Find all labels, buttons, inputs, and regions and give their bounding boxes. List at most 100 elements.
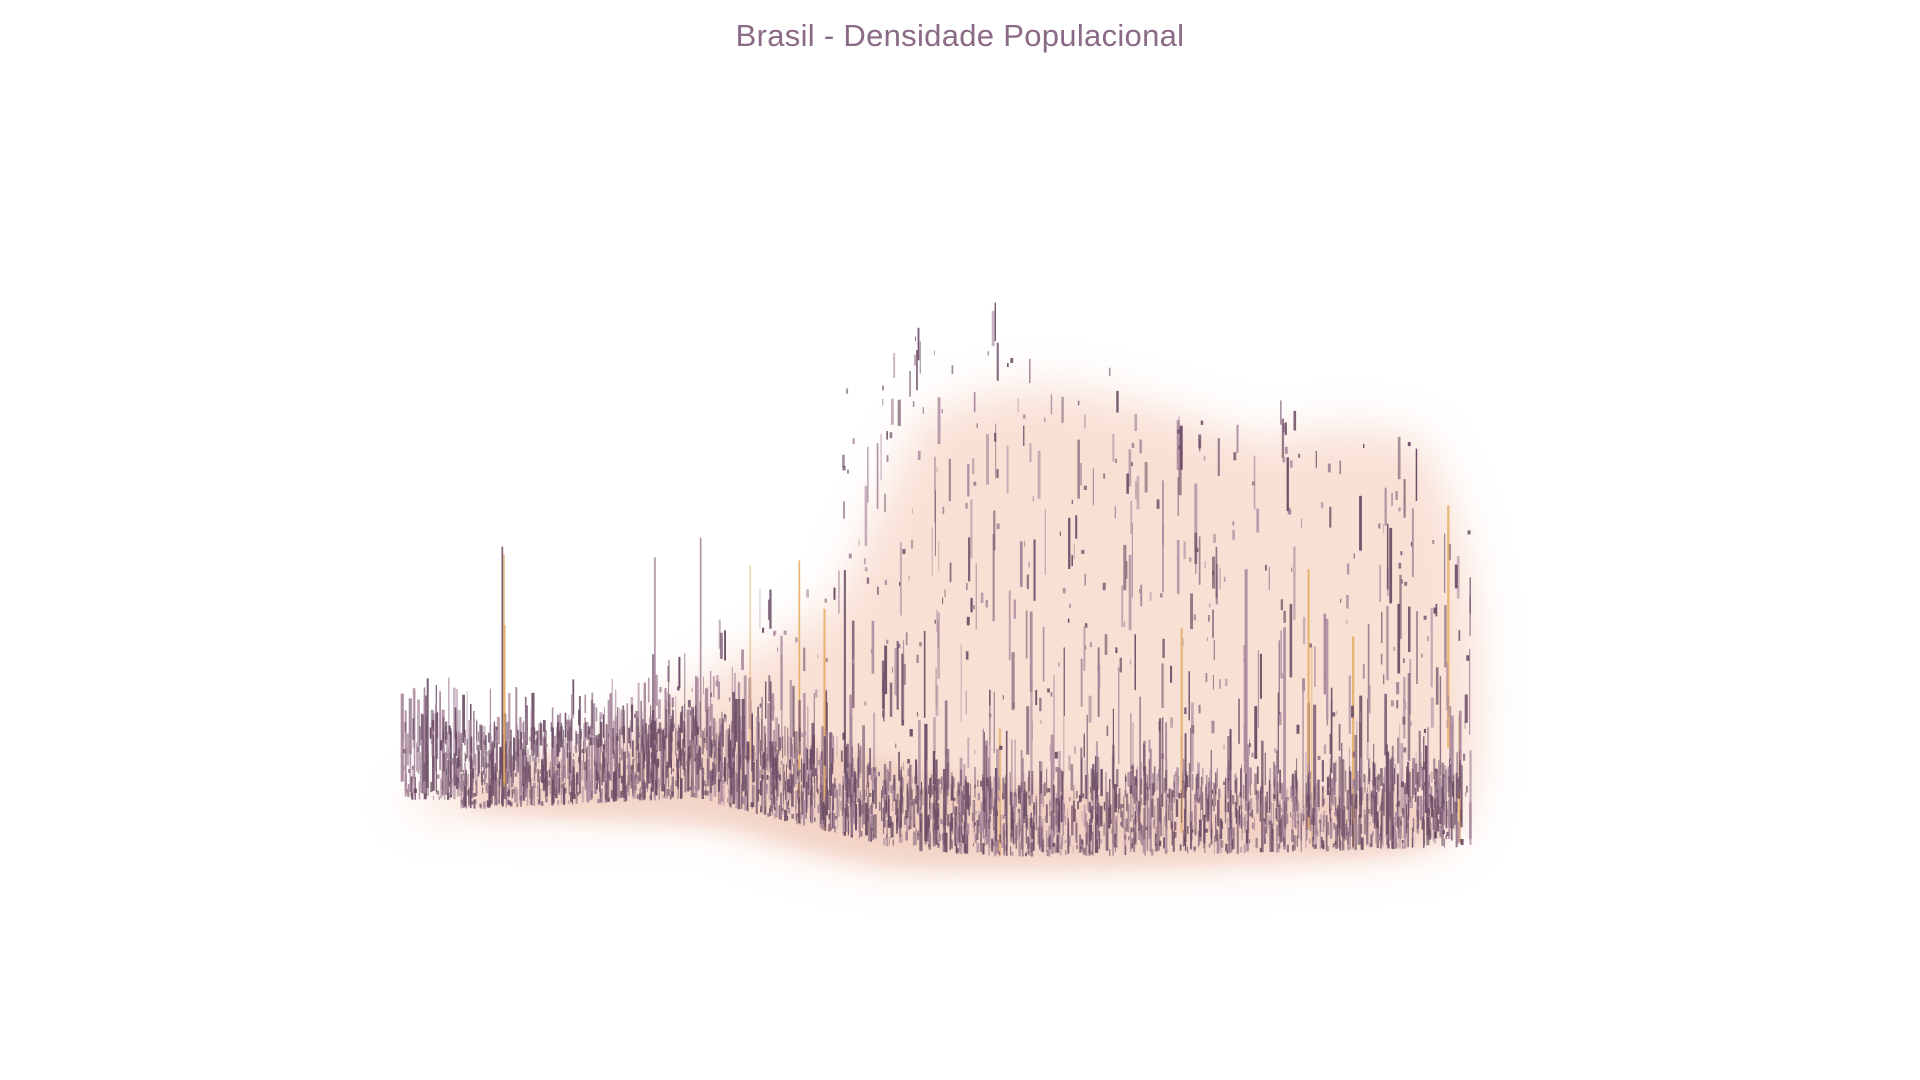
density-spike	[888, 771, 890, 792]
density-spike	[625, 785, 628, 801]
density-spike	[615, 749, 617, 770]
density-spike	[1174, 832, 1177, 838]
density-spike	[950, 814, 952, 844]
density-spike	[1370, 834, 1373, 847]
density-spike	[797, 790, 798, 800]
density-spike	[485, 762, 487, 778]
density-spike	[653, 785, 656, 798]
density-spike	[778, 723, 780, 755]
density-spike	[1392, 757, 1395, 782]
density-spike	[628, 782, 630, 796]
density-spike	[933, 717, 936, 753]
density-spike	[1015, 825, 1018, 849]
density-spike	[1443, 799, 1445, 804]
density-spike	[746, 754, 750, 777]
density-spike	[592, 737, 595, 746]
density-spike	[1376, 811, 1379, 829]
density-spike	[545, 798, 548, 803]
density-spike	[1291, 815, 1293, 831]
density-spike	[1079, 794, 1082, 803]
density-spike	[1322, 798, 1325, 805]
density-spike	[654, 720, 657, 740]
density-spike	[621, 748, 623, 761]
density-spike	[643, 791, 645, 799]
density-spike	[516, 802, 519, 808]
density-spike	[1332, 843, 1335, 848]
density-spike	[613, 735, 615, 767]
density-spike	[882, 399, 884, 406]
density-spike	[631, 740, 634, 757]
density-spike	[1372, 762, 1375, 787]
density-spike	[712, 676, 715, 698]
density-spike	[650, 705, 652, 738]
density-spike	[442, 731, 444, 749]
density-spike	[807, 775, 809, 789]
density-spike	[523, 721, 525, 752]
density-spike	[1212, 675, 1214, 690]
density-spike	[924, 808, 927, 816]
density-spike	[475, 780, 477, 796]
density-spike	[710, 703, 713, 736]
density-spike	[965, 829, 967, 844]
density-spike	[830, 733, 834, 763]
density-spike	[997, 777, 1000, 791]
density-spike	[983, 797, 986, 806]
density-spike	[1236, 777, 1238, 806]
density-spike	[1225, 843, 1228, 852]
density-spike	[1026, 706, 1030, 755]
density-spike	[1407, 799, 1409, 821]
density-spike	[1382, 783, 1385, 816]
density-spike	[967, 823, 970, 835]
density-spike	[1112, 744, 1115, 844]
density-spike	[1262, 802, 1265, 812]
density-spike	[1280, 788, 1284, 800]
density-spike	[1264, 826, 1266, 843]
density-spike	[1044, 508, 1046, 575]
density-spike	[1123, 544, 1127, 591]
density-spike	[766, 754, 768, 771]
density-spike	[908, 575, 910, 581]
density-spike	[529, 778, 532, 805]
density-spike	[1396, 774, 1399, 828]
density-spike	[1456, 822, 1460, 844]
density-spike	[470, 800, 474, 805]
density-spike	[1147, 807, 1150, 839]
density-spike	[1109, 849, 1111, 856]
density-spike	[769, 719, 771, 751]
density-spike	[1126, 473, 1129, 494]
density-spike	[1383, 524, 1385, 534]
density-spike	[1460, 839, 1464, 845]
density-spike	[1012, 812, 1015, 823]
density-spike	[1184, 707, 1187, 715]
density-spike	[655, 759, 658, 769]
density-spike	[613, 771, 616, 802]
density-spike	[622, 778, 624, 796]
density-spike	[572, 759, 575, 782]
density-spike	[949, 562, 952, 583]
density-spike	[1191, 825, 1194, 832]
density-spike	[543, 778, 546, 791]
density-spike	[1401, 840, 1404, 844]
density-spike	[1206, 798, 1210, 821]
density-spike	[709, 770, 712, 793]
density-spike	[1100, 769, 1103, 797]
density-spike	[1010, 818, 1013, 843]
density-spike	[1069, 603, 1071, 608]
density-spike	[800, 792, 803, 820]
density-spike	[1240, 805, 1242, 829]
density-spike	[570, 780, 573, 795]
density-spike	[1001, 840, 1004, 848]
density-spike	[942, 506, 945, 515]
density-spike	[768, 599, 770, 620]
density-spike	[1168, 788, 1170, 804]
density-spike	[1083, 626, 1086, 671]
density-spike	[1239, 792, 1242, 798]
density-spike	[755, 757, 758, 762]
density-spike	[547, 780, 551, 786]
density-spike	[911, 508, 913, 514]
density-spike	[1377, 785, 1379, 805]
density-spike	[1067, 808, 1068, 828]
density-spike	[495, 726, 497, 748]
density-spike	[787, 807, 791, 814]
